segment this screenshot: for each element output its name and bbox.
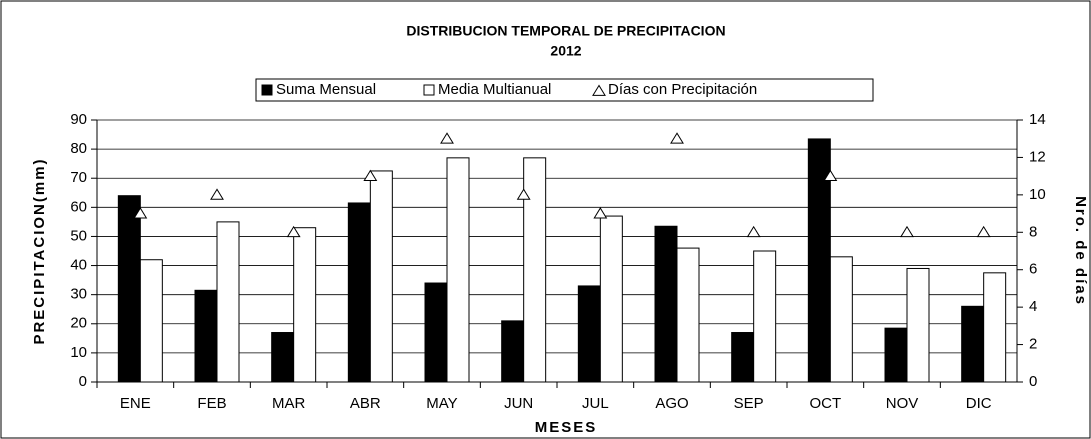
triangle-marker (440, 132, 454, 144)
triangle-marker (670, 132, 684, 144)
y-tick-label: 30 (70, 286, 87, 303)
y-tick-label: 90 (70, 111, 87, 128)
chart-subtitle: 2012 (550, 43, 581, 59)
x-tick-label: AGO (655, 395, 688, 412)
y2-axis-label: Nro. de días (1072, 196, 1089, 306)
y2-tick-label: 12 (1029, 148, 1046, 165)
bar (216, 221, 240, 383)
y2-tick-label: 8 (1029, 223, 1037, 240)
legend-label: Media Multianual (438, 81, 551, 98)
x-axis-label: MESES (535, 419, 598, 436)
bar (676, 247, 700, 383)
legend-swatch (592, 84, 606, 96)
bar (424, 282, 448, 383)
triangle-marker (133, 207, 148, 219)
bar (884, 327, 908, 383)
bar (117, 195, 141, 383)
bar (523, 157, 547, 383)
x-tick-label: OCT (809, 395, 841, 412)
y2-tick-label: 10 (1029, 186, 1046, 203)
x-tick-label: JUN (504, 395, 533, 412)
legend-label: Suma Mensual (276, 81, 376, 98)
bar (829, 256, 853, 383)
bar (293, 227, 317, 383)
legend-swatch (423, 84, 435, 96)
triangle-marker (593, 207, 608, 219)
x-tick-label: SEP (734, 395, 764, 412)
y2-tick-label: 0 (1029, 373, 1037, 390)
triangle-marker (286, 225, 301, 238)
y2-tick-label: 4 (1029, 298, 1037, 315)
bar (753, 250, 777, 383)
bar (139, 259, 163, 383)
legend-box (255, 78, 874, 102)
x-tick-label: MAR (272, 395, 306, 412)
x-tick-label: FEB (197, 395, 226, 412)
bar (599, 215, 623, 383)
x-tick-label: NOV (886, 395, 919, 412)
y-tick-label: 10 (70, 344, 87, 361)
y-tick-label: 40 (70, 257, 87, 274)
y2-tick-label: 6 (1029, 261, 1037, 278)
bar (731, 332, 755, 383)
y2-tick-label: 14 (1029, 111, 1046, 128)
bar (347, 202, 371, 383)
legend-label: Días con Precipitación (608, 81, 757, 98)
y-tick-label: 60 (70, 198, 87, 215)
y-tick-label: 20 (70, 315, 87, 332)
triangle-marker (900, 225, 914, 238)
triangle-marker (823, 169, 838, 182)
y2-tick-label: 2 (1029, 336, 1037, 353)
x-tick-label: MAY (426, 395, 457, 412)
x-tick-label: JUL (582, 395, 609, 412)
y-tick-label: 70 (70, 169, 87, 186)
y-tick-label: 0 (79, 373, 87, 390)
bar (906, 267, 930, 383)
bar (983, 272, 1007, 383)
bar (501, 320, 525, 383)
triangle-marker (976, 225, 991, 238)
bar (446, 157, 470, 383)
triangle-marker (363, 169, 378, 182)
bar (271, 332, 295, 383)
bar (369, 170, 393, 383)
y-tick-label: 80 (70, 140, 87, 157)
bar (961, 305, 985, 383)
bar (577, 285, 601, 383)
x-tick-label: ENE (120, 395, 151, 412)
x-tick-label: ABR (350, 395, 381, 412)
triangle-marker (746, 225, 761, 238)
chart-title: DISTRIBUCION TEMPORAL DE PRECIPITACION (406, 23, 725, 39)
bar (654, 225, 678, 383)
y-axis-label: PRECIPITACION(mm) (31, 157, 48, 344)
legend-swatch (261, 84, 273, 96)
y-tick-label: 50 (70, 227, 87, 244)
triangle-marker (516, 188, 531, 200)
x-tick-label: DIC (966, 395, 992, 412)
bar (194, 289, 218, 383)
triangle-marker (210, 188, 224, 200)
